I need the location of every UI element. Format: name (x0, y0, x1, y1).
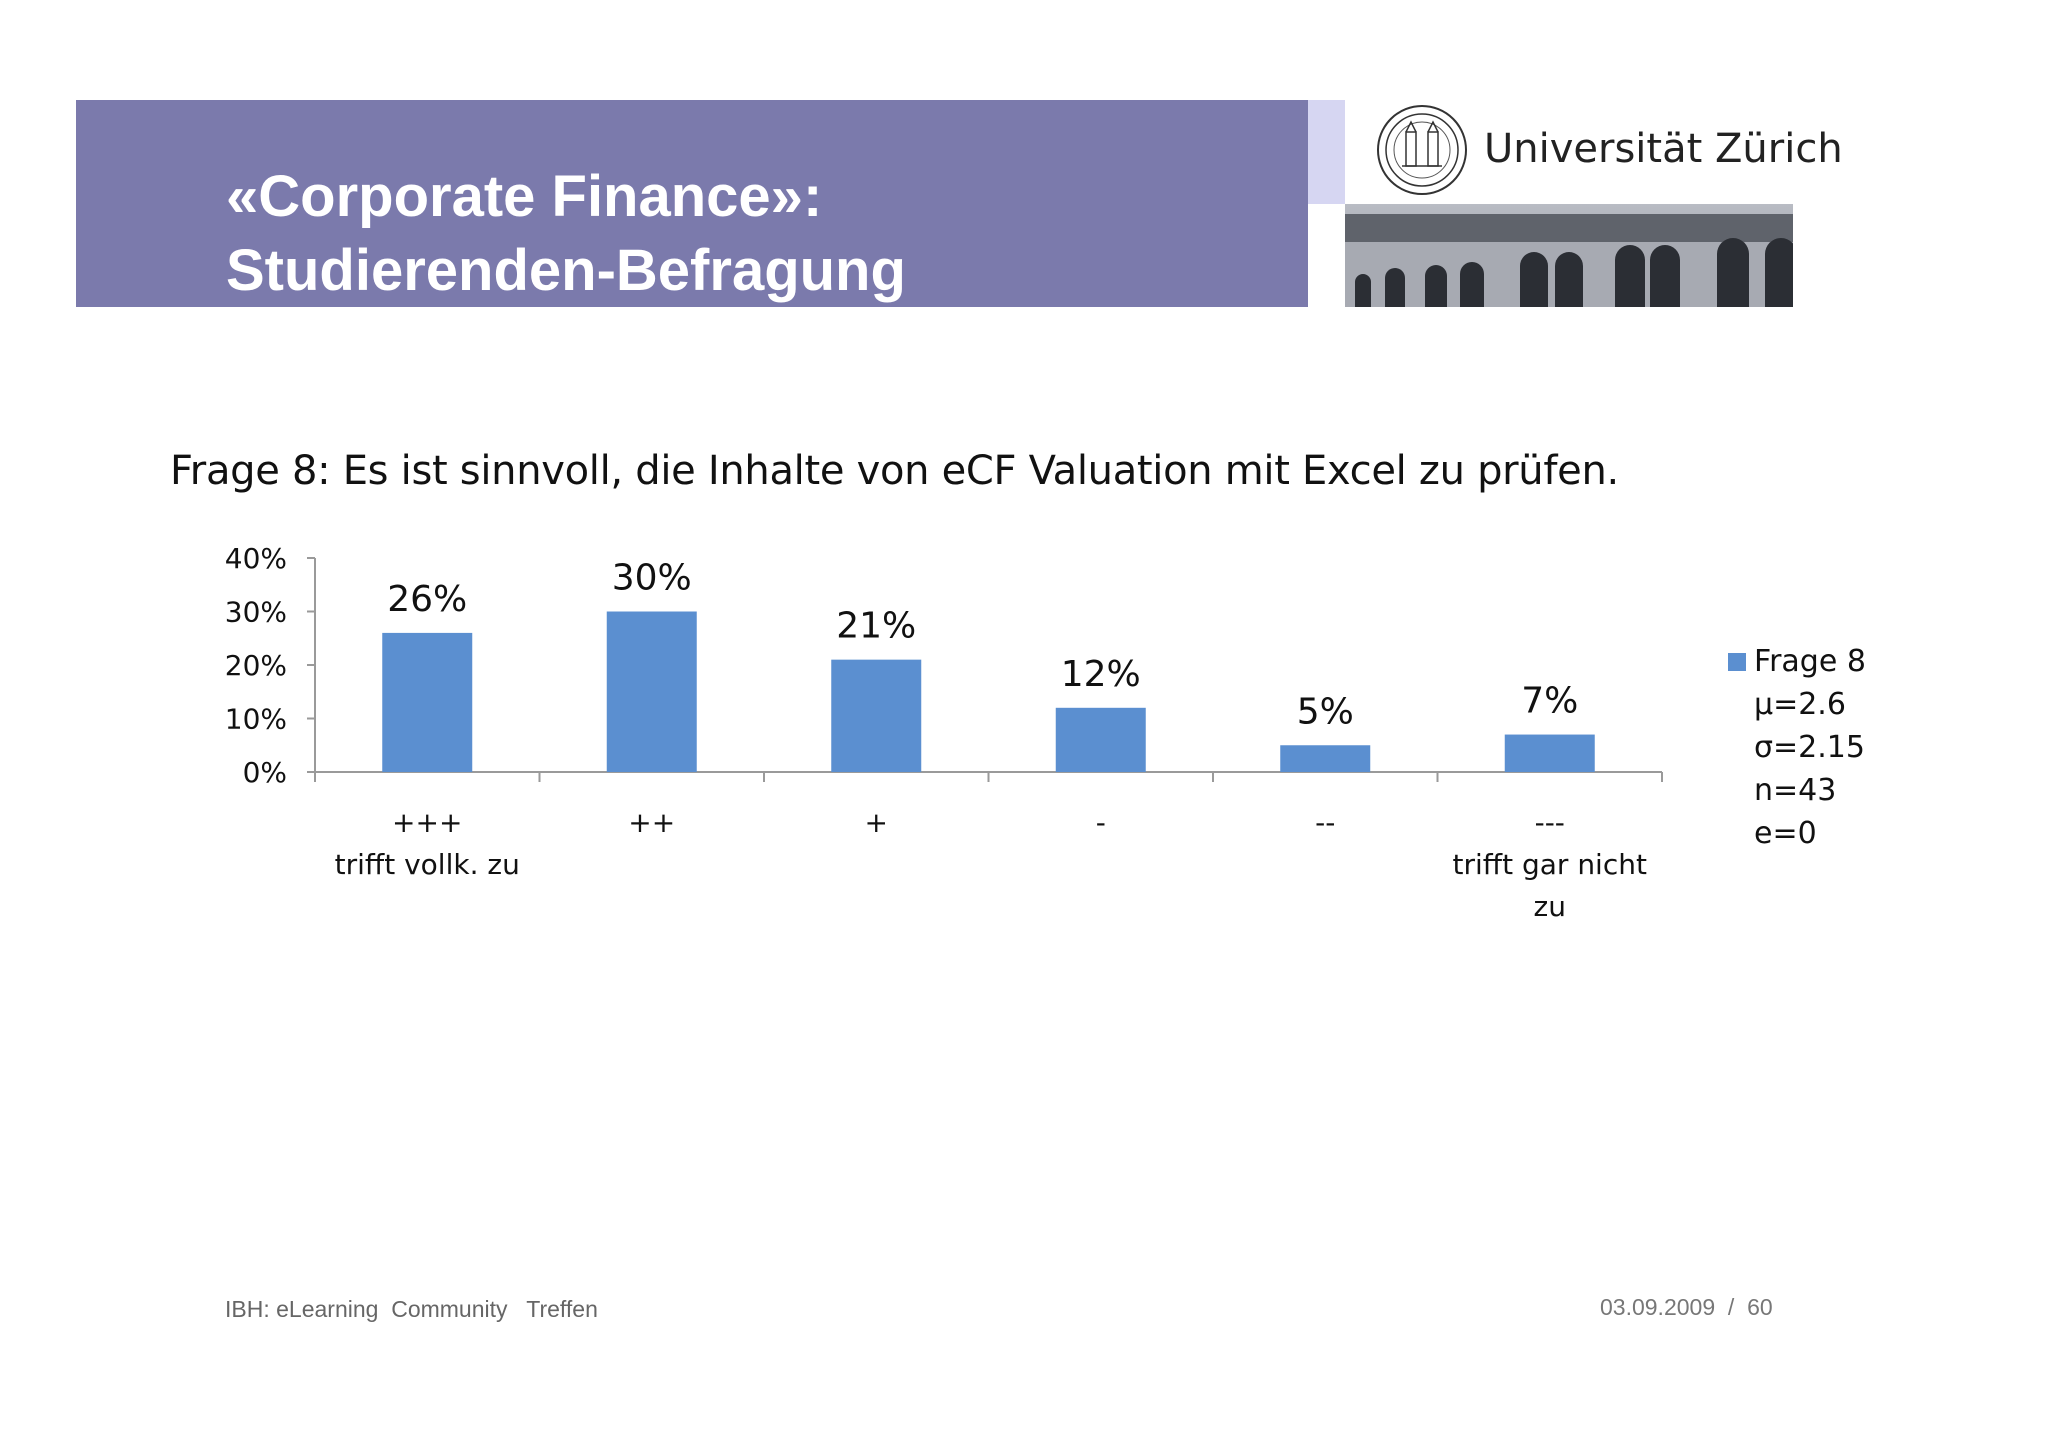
x-tick-label-line: - (1096, 806, 1106, 839)
data-label: 12% (1061, 654, 1141, 695)
y-tick-label: 40% (225, 542, 287, 575)
x-tick-label-line: --- (1535, 806, 1565, 839)
y-tick-label: 0% (243, 756, 287, 789)
footer-event: IBH: eLearning Community Treffen (225, 1296, 598, 1322)
building-photo (1345, 204, 1793, 307)
header-accent (1308, 100, 1345, 204)
bar (831, 659, 922, 772)
bar (1055, 707, 1146, 772)
legend-stat-e: e=0 (1754, 816, 1817, 851)
footer-date-page: 03.09.2009 / 60 (1600, 1294, 1773, 1320)
data-label: 5% (1297, 691, 1354, 732)
x-tick-label: ++ (628, 806, 675, 839)
slide-title: «Corporate Finance»: Studierenden-Befrag… (226, 160, 906, 308)
y-tick-label: 10% (225, 703, 287, 736)
slide-title-line2: Studierenden-Befragung (226, 238, 906, 303)
bar-chart: 0%10%20%30%40%26%+++ trifft vollk. zu30%+… (225, 542, 1663, 923)
x-tick-label-line: + (865, 806, 888, 839)
legend-entry: Frage 8 (1728, 640, 1866, 683)
x-tick-label-line: zu (1534, 890, 1566, 923)
legend-series-name: Frage 8 (1754, 644, 1866, 679)
x-tick-label-line: ++ (628, 806, 675, 839)
x-tick-label-line: trifft vollk. zu (335, 848, 520, 881)
question-text: Frage 8: Es ist sinnvoll, die Inhalte vo… (170, 448, 1619, 494)
bar (382, 632, 473, 772)
chart-legend: Frage 8 µ=2.6 σ=2.15 n=43 e=0 (1728, 640, 1866, 855)
legend-stat-sd: σ=2.15 (1754, 730, 1865, 765)
data-label: 26% (387, 579, 467, 620)
x-tick-label-line: -- (1315, 806, 1335, 839)
data-label: 21% (836, 606, 916, 647)
x-tick-label: +++ trifft vollk. zu (335, 806, 520, 881)
legend-swatch (1728, 652, 1746, 671)
y-tick-label: 20% (225, 649, 287, 682)
university-name: Universität Zürich (1484, 126, 1843, 172)
x-tick-label: --- trifft gar nicht zu (1453, 806, 1647, 923)
x-tick-label: -- (1315, 806, 1335, 839)
data-label: 30% (612, 558, 692, 599)
slide-title-line1: «Corporate Finance»: (226, 164, 823, 229)
header-band (76, 100, 1308, 307)
x-tick-label: - (1096, 806, 1106, 839)
x-tick-label: + (865, 806, 888, 839)
data-label: 7% (1521, 681, 1578, 722)
university-seal-icon (1377, 105, 1467, 195)
x-tick-label-line: +++ (392, 806, 462, 839)
x-tick-label-line: trifft gar nicht (1453, 848, 1647, 881)
legend-stat-n: n=43 (1754, 773, 1837, 808)
bar (606, 611, 697, 772)
bar (1280, 745, 1371, 772)
y-tick-label: 30% (225, 596, 287, 629)
legend-stat-mean: µ=2.6 (1754, 687, 1846, 722)
bar (1504, 734, 1595, 772)
